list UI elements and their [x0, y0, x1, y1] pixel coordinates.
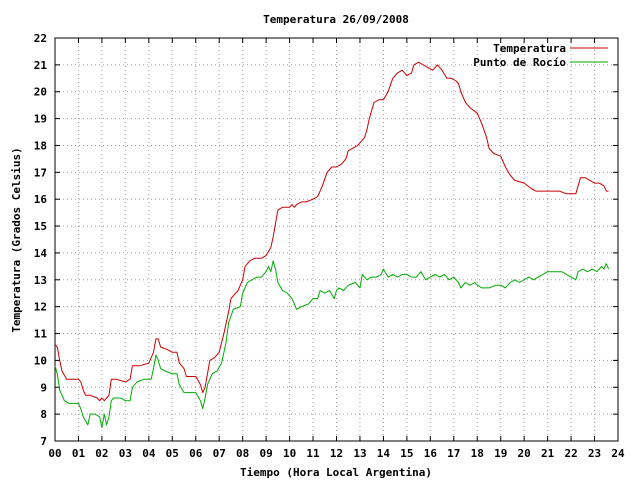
y-tick-label: 8: [40, 408, 47, 421]
x-tick-label: 05: [166, 447, 179, 460]
x-tick-label: 14: [377, 447, 391, 460]
y-tick-label: 21: [34, 59, 48, 72]
x-tick-label: 13: [353, 447, 366, 460]
chart-title: Temperatura 26/09/2008: [263, 13, 409, 26]
y-tick-label: 16: [34, 193, 48, 206]
y-tick-label: 10: [34, 354, 47, 367]
x-tick-label: 23: [588, 447, 601, 460]
y-tick-label: 9: [40, 381, 47, 394]
x-tick-label: 07: [213, 447, 226, 460]
x-tick-label: 01: [72, 447, 86, 460]
x-tick-label: 19: [494, 447, 507, 460]
x-tick-label: 21: [541, 447, 555, 460]
x-tick-label: 16: [424, 447, 438, 460]
x-tick-label: 04: [142, 447, 156, 460]
x-tick-label: 15: [400, 447, 413, 460]
y-tick-label: 18: [34, 139, 47, 152]
x-tick-label: 10: [283, 447, 296, 460]
y-tick-label: 19: [34, 113, 47, 126]
series-line-temperatura: [54, 61, 609, 402]
y-tick-label: 14: [34, 247, 48, 260]
x-tick-label: 24: [611, 447, 625, 460]
x-tick-label: 20: [518, 447, 531, 460]
x-tick-label: 11: [306, 447, 320, 460]
legend-label-temperatura: Temperatura: [493, 42, 566, 55]
x-tick-label: 18: [471, 447, 484, 460]
x-tick-label: 12: [330, 447, 343, 460]
x-tick-label: 09: [260, 447, 273, 460]
x-axis-label: Tiempo (Hora Local Argentina): [240, 466, 432, 479]
y-tick-label: 13: [34, 274, 47, 287]
x-tick-label: 03: [119, 447, 132, 460]
x-tick-label: 22: [564, 447, 577, 460]
x-tick-label: 17: [447, 447, 460, 460]
y-tick-label: 17: [34, 166, 47, 179]
series-line-punto-de-rocio: [54, 260, 610, 429]
y-tick-label: 11: [34, 328, 48, 341]
y-tick-label: 20: [34, 86, 47, 99]
series-lines: [54, 61, 610, 429]
y-axis-label: Temperatura (Grados Celsius): [10, 147, 23, 332]
x-tick-label: 06: [189, 447, 203, 460]
y-tick-label: 12: [34, 301, 47, 314]
axis-ticks: 00 01 02 03 04 05 06 07 08 09 10 11 12 13 14 15 16 17 18 19…: [34, 32, 625, 460]
x-tick-label: 08: [236, 447, 249, 460]
y-tick-label: 15: [34, 220, 47, 233]
legend-label-punto-de-rocio: Punto de Rocío: [473, 56, 566, 69]
y-tick-label: 7: [40, 435, 47, 448]
legend: Temperatura Punto de Rocío: [473, 42, 608, 69]
x-tick-label: 00: [48, 447, 61, 460]
y-tick-label: 22: [34, 32, 47, 45]
x-tick-label: 02: [95, 447, 108, 460]
